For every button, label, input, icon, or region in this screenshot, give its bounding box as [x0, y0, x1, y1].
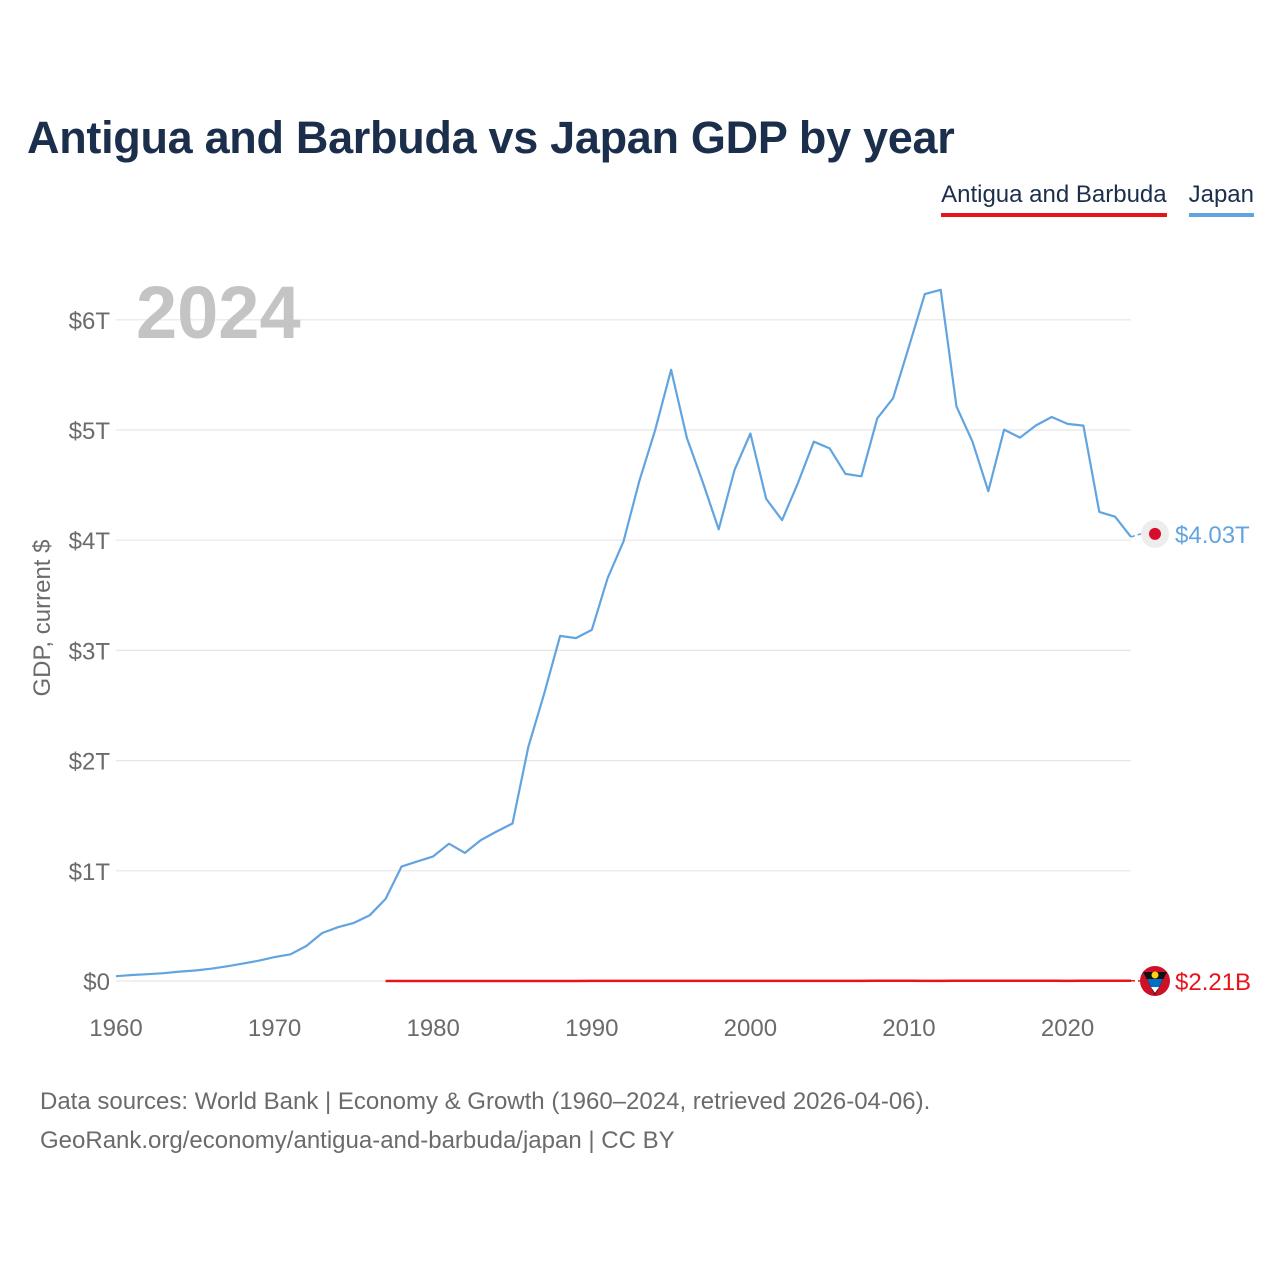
- x-tick-label: 1970: [248, 1015, 301, 1042]
- x-tick-label: 1980: [406, 1015, 459, 1042]
- series-line-japan[interactable]: [115, 288, 1132, 978]
- y-axis-label: GDP, current $: [29, 540, 56, 697]
- x-tick-labels: 1960 1970 1980 1990 2000 2010 2020: [89, 1015, 1094, 1042]
- x-tick-label: 2010: [882, 1015, 935, 1042]
- y-tick-label: $6T: [69, 308, 111, 335]
- series-lines: [115, 288, 1132, 983]
- x-tick-label: 2000: [724, 1015, 777, 1042]
- legend: Antigua and Barbuda Japan: [941, 181, 1254, 217]
- chart-title: Antigua and Barbuda vs Japan GDP by year: [27, 112, 955, 163]
- footer: Data sources: World Bank | Economy & Gro…: [40, 1082, 930, 1160]
- year-overlay: 2024: [136, 271, 301, 354]
- antigua-flag-icon: [1140, 966, 1170, 996]
- y-tick-label: $5T: [69, 418, 111, 445]
- footer-link[interactable]: GeoRank.org/economy/antigua-and-barbuda/…: [40, 1127, 675, 1154]
- x-tick-label: 2020: [1041, 1015, 1094, 1042]
- end-value-label: $2.21B: [1175, 969, 1251, 996]
- y-tick-label: $0: [83, 969, 110, 996]
- end-markers: $2.21B $4.03T: [1130, 519, 1251, 996]
- y-tick-labels: $0 $1T $2T $3T $4T $5T $6T: [69, 308, 111, 996]
- y-tick-label: $2T: [69, 749, 111, 776]
- x-tick-label: 1960: [89, 1015, 142, 1042]
- end-connector: [1130, 533, 1142, 538]
- gridlines: [116, 319, 1131, 982]
- y-tick-label: $1T: [69, 859, 111, 886]
- end-value-label: $4.03T: [1175, 522, 1250, 549]
- japan-flag-icon: [1141, 519, 1169, 548]
- y-tick-label: $3T: [69, 638, 111, 665]
- legend-item-japan[interactable]: Japan: [1188, 181, 1254, 217]
- x-tick-label: 1990: [565, 1015, 618, 1042]
- legend-item-antigua-and-barbuda[interactable]: Antigua and Barbuda: [941, 181, 1167, 217]
- footer-sources: Data sources: World Bank | Economy & Gro…: [40, 1088, 931, 1115]
- y-tick-label: $4T: [69, 528, 111, 555]
- chart-area: 2024 GDP, current $ $0 $1T $2T $3T $4T $5T $6T…: [29, 271, 1251, 1042]
